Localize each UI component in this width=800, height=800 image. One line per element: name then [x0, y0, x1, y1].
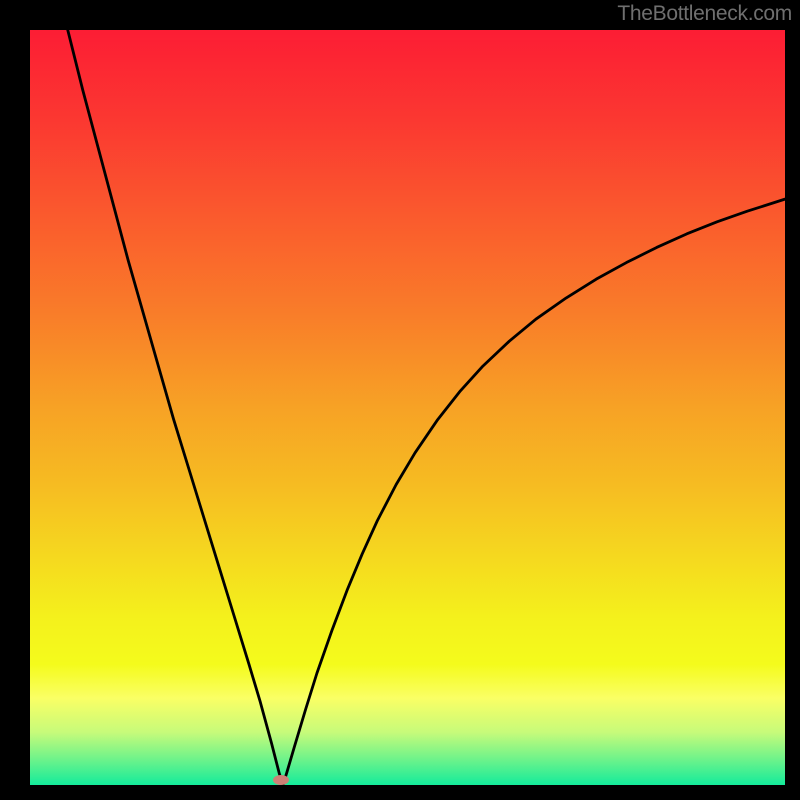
dip-marker [273, 775, 289, 785]
watermark-text: TheBottleneck.com [617, 2, 792, 26]
chart-container: TheBottleneck.com [0, 0, 800, 800]
bottleneck-curve [68, 30, 785, 785]
curve-layer [30, 30, 785, 785]
plot-area [30, 30, 785, 785]
